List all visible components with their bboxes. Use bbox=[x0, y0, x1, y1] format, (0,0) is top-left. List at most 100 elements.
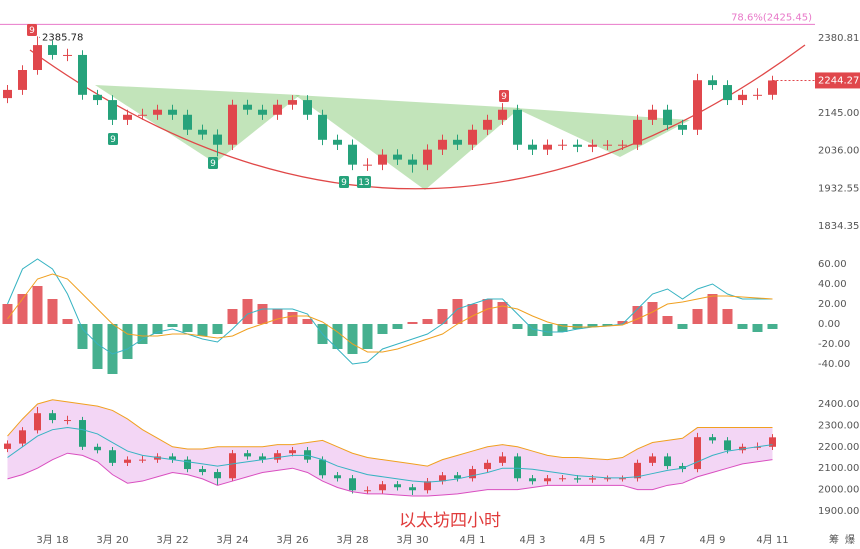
candle-body bbox=[604, 478, 611, 480]
y-tick-label: 40.00 bbox=[818, 279, 847, 290]
candle-body bbox=[379, 484, 386, 491]
candle-body bbox=[199, 469, 206, 473]
candle-body bbox=[169, 456, 176, 460]
candle-body bbox=[603, 144, 612, 146]
candle-body bbox=[648, 109, 657, 120]
candle-body bbox=[19, 430, 26, 444]
marker-label: 9 bbox=[341, 178, 347, 188]
candle-body bbox=[214, 472, 221, 479]
macd-bar bbox=[527, 324, 538, 336]
macd-bar bbox=[617, 321, 628, 324]
candle-body bbox=[468, 129, 477, 145]
macd-bar bbox=[392, 324, 403, 329]
toolbar-item[interactable]: 筹 bbox=[829, 533, 839, 546]
x-tick-label: 4月 9 bbox=[700, 534, 726, 546]
y-tick-label: 2145.00 bbox=[818, 108, 859, 119]
x-tick-label: 4月 3 bbox=[520, 534, 546, 546]
candle-body bbox=[244, 453, 251, 457]
macd-bar bbox=[452, 299, 463, 324]
macd-bar bbox=[602, 324, 613, 326]
macd-bar bbox=[482, 299, 493, 324]
y-tick-label: 20.00 bbox=[818, 299, 847, 310]
candle-body bbox=[79, 420, 86, 447]
candle-body bbox=[363, 164, 372, 166]
triangle bbox=[515, 108, 690, 157]
fib-label: 78.6%(2425.45) bbox=[731, 12, 812, 23]
candle-body bbox=[543, 144, 552, 150]
y-tick-label: 2380.81 bbox=[818, 33, 859, 44]
macd-bar bbox=[197, 324, 208, 336]
macd-bar bbox=[587, 324, 598, 327]
candle-body bbox=[333, 139, 342, 145]
indicator-line bbox=[7, 258, 773, 365]
candle-body bbox=[48, 45, 57, 55]
macd-bar bbox=[167, 324, 178, 327]
macd-bar bbox=[2, 304, 13, 324]
macd-bar bbox=[722, 309, 733, 324]
macd-bar bbox=[182, 324, 193, 332]
x-tick-label: 3月 18 bbox=[36, 534, 68, 546]
y-tick-label: 2300.00 bbox=[818, 420, 859, 431]
last-price-box bbox=[815, 72, 860, 89]
marker-box bbox=[27, 24, 37, 36]
y-tick-label: -40.00 bbox=[818, 359, 850, 370]
y-tick-label: 0.00 bbox=[818, 319, 840, 330]
candle-body bbox=[63, 54, 72, 56]
caption: 以太坊四小时 bbox=[399, 511, 501, 531]
x-tick-label: 3月 26 bbox=[276, 534, 308, 546]
macd-bar bbox=[767, 324, 778, 329]
candle-body bbox=[723, 85, 732, 101]
macd-bar bbox=[77, 324, 88, 349]
candle-body bbox=[139, 459, 146, 461]
candle-body bbox=[679, 466, 686, 470]
macd-bar bbox=[92, 324, 103, 369]
candle-body bbox=[528, 144, 537, 150]
y-tick-label: 1932.55 bbox=[818, 183, 859, 194]
macd-bar bbox=[377, 324, 388, 334]
candle-body bbox=[229, 453, 236, 479]
toolbar-item[interactable]: 爆 bbox=[845, 534, 855, 546]
candle-body bbox=[423, 149, 432, 165]
candle-body bbox=[228, 104, 237, 145]
candle-body bbox=[693, 80, 702, 130]
macd-bar bbox=[62, 319, 73, 324]
macd-bar bbox=[332, 324, 343, 349]
candle-body bbox=[618, 144, 627, 146]
macd-bar bbox=[362, 324, 373, 349]
indicator-line bbox=[7, 427, 773, 483]
candle-body bbox=[64, 420, 71, 422]
candle-body bbox=[318, 114, 327, 140]
candle-body bbox=[34, 413, 41, 431]
candle-body bbox=[138, 114, 147, 116]
candle-body bbox=[108, 100, 117, 120]
candle-body bbox=[498, 109, 507, 120]
marker-box bbox=[339, 176, 349, 188]
band-fill bbox=[7, 399, 773, 497]
candle-body bbox=[184, 459, 191, 470]
last-price-label: 2244.27 bbox=[818, 75, 859, 86]
candle-body bbox=[334, 475, 341, 479]
macd-bar bbox=[422, 319, 433, 324]
candle-body bbox=[484, 462, 491, 470]
candle-body bbox=[574, 478, 581, 480]
candle-body bbox=[678, 124, 687, 130]
y-tick-label: 1834.35 bbox=[818, 221, 859, 232]
candle-body bbox=[183, 114, 192, 130]
candle-body bbox=[558, 144, 567, 146]
macd-bar bbox=[227, 309, 238, 324]
macd-bar bbox=[752, 324, 763, 332]
candle-body bbox=[319, 459, 326, 476]
macd-bar bbox=[107, 324, 118, 374]
y-tick-label: -20.00 bbox=[818, 339, 850, 350]
y-tick-label: 60.00 bbox=[818, 259, 847, 270]
y-tick-label: 2000.00 bbox=[818, 485, 859, 496]
macd-bar bbox=[647, 302, 658, 324]
candle-body bbox=[3, 89, 12, 99]
candle-body bbox=[709, 437, 716, 441]
macd-bar bbox=[242, 299, 253, 324]
candle-body bbox=[439, 475, 446, 482]
macd-bar bbox=[632, 306, 643, 324]
candle-body bbox=[573, 144, 582, 147]
x-tick-label: 4月 7 bbox=[640, 534, 666, 546]
candle-body bbox=[588, 144, 597, 147]
